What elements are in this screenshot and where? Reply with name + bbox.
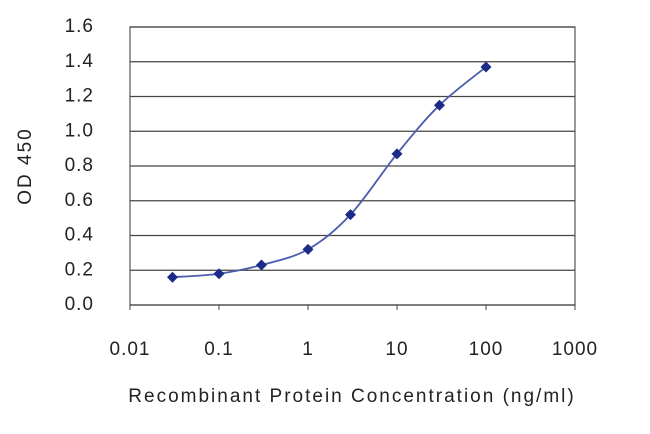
data-point [433,99,445,111]
x-tick-label: 1 [302,339,314,360]
y-tick-label: 0.4 [65,225,94,246]
x-tick-label: 10 [385,339,408,360]
y-axis-title: OD 450 [15,127,36,204]
y-tick-label: 1.0 [65,120,94,141]
data-point [166,271,178,283]
y-tick-label: 1.2 [65,86,94,107]
data-point [302,243,314,255]
x-tick-label: 100 [469,339,504,360]
y-tick-label: 0.6 [65,190,94,211]
y-tick-label: 1.4 [65,51,94,72]
y-tick-label: 0.2 [65,259,94,280]
y-tick-label: 0.8 [65,155,94,176]
y-tick-label: 0.0 [65,294,94,315]
x-tick-label: 1000 [552,339,598,360]
x-axis-title: Recombinant Protein Concentration (ng/ml… [128,386,575,407]
data-point [344,209,356,221]
y-tick-label: 1.6 [65,16,94,37]
data-point [213,268,225,280]
data-point [480,61,492,73]
data-point [255,259,267,271]
x-tick-label: 0.1 [204,339,233,360]
x-tick-label: 0.01 [110,339,151,360]
fit-curve [172,66,487,279]
data-point [391,148,403,160]
